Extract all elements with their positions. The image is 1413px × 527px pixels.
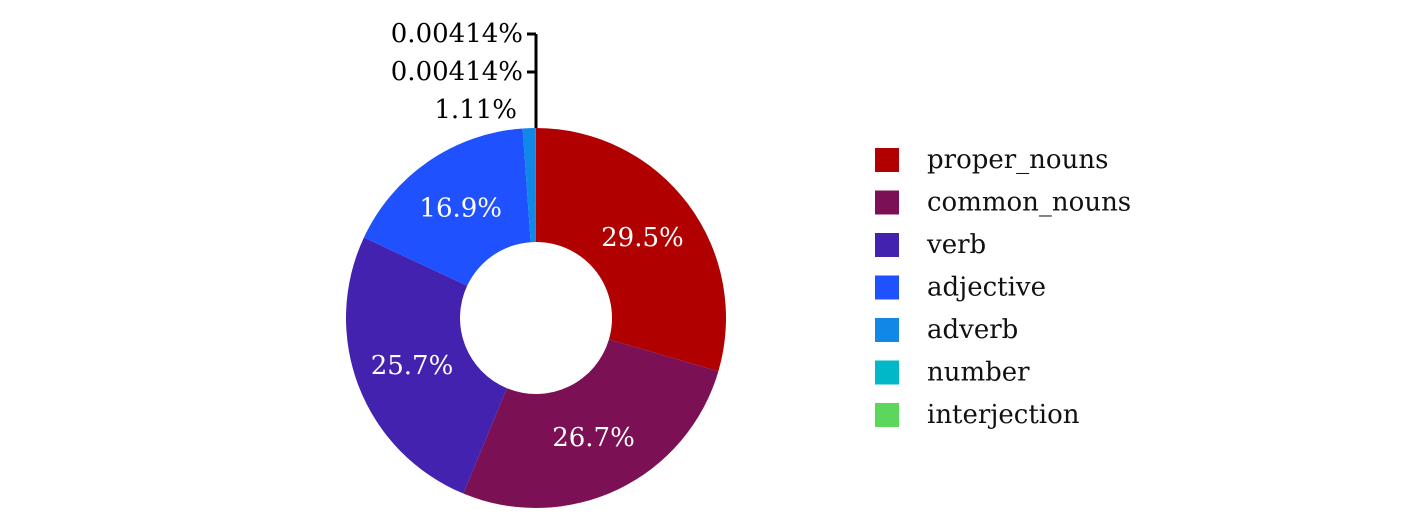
slice-label-proper-nouns: 29.5%	[601, 223, 684, 253]
donut-slices	[346, 128, 726, 509]
legend-swatch-interjection	[875, 403, 899, 427]
outside-label-interjection: 0.00414%	[391, 19, 523, 49]
legend-swatch-common-nouns	[875, 190, 899, 215]
label-connectors	[527, 32, 538, 128]
outside-label-number: 0.00414%	[391, 57, 523, 87]
slice-label-verb: 25.7%	[371, 351, 454, 381]
legend-label-adjective: adjective	[927, 273, 1046, 303]
slice-proper-nouns	[536, 128, 726, 372]
legend-label-adverb: adverb	[927, 315, 1018, 345]
legend-item-adverb: adverb	[875, 315, 1018, 345]
legend-swatch-proper-nouns	[875, 148, 899, 172]
legend-label-interjection: interjection	[927, 400, 1080, 430]
legend-label-number: number	[927, 358, 1030, 388]
legend-item-verb: verb	[875, 230, 986, 260]
legend-item-proper-nouns: proper_nouns	[875, 145, 1108, 175]
legend-swatch-verb	[875, 233, 899, 257]
legend-label-proper-nouns: proper_nouns	[927, 145, 1108, 175]
legend-item-interjection: interjection	[875, 400, 1080, 430]
legend-label-common-nouns: common_nouns	[927, 188, 1131, 218]
legend-swatch-number	[875, 360, 899, 385]
slice-adjective	[363, 128, 531, 286]
legend-item-number: number	[875, 358, 1030, 388]
outside-label-adverb: 1.11%	[434, 95, 517, 125]
legend-item-common-nouns: common_nouns	[875, 188, 1131, 218]
slice-adverb	[522, 128, 536, 243]
slice-label-adjective: 16.9%	[419, 193, 502, 223]
legend-swatch-adjective	[875, 275, 899, 300]
legend-item-adjective: adjective	[875, 273, 1046, 303]
slice-verb	[346, 237, 507, 494]
legend-swatch-adverb	[875, 318, 899, 342]
slice-common-nouns	[463, 339, 719, 509]
legend-label-verb: verb	[926, 230, 986, 260]
slice-label-common-nouns: 26.7%	[552, 423, 635, 453]
slice-labels: 29.5% 26.7% 25.7% 16.9% 1.11% 0.00414% 0.00414…	[371, 19, 684, 453]
